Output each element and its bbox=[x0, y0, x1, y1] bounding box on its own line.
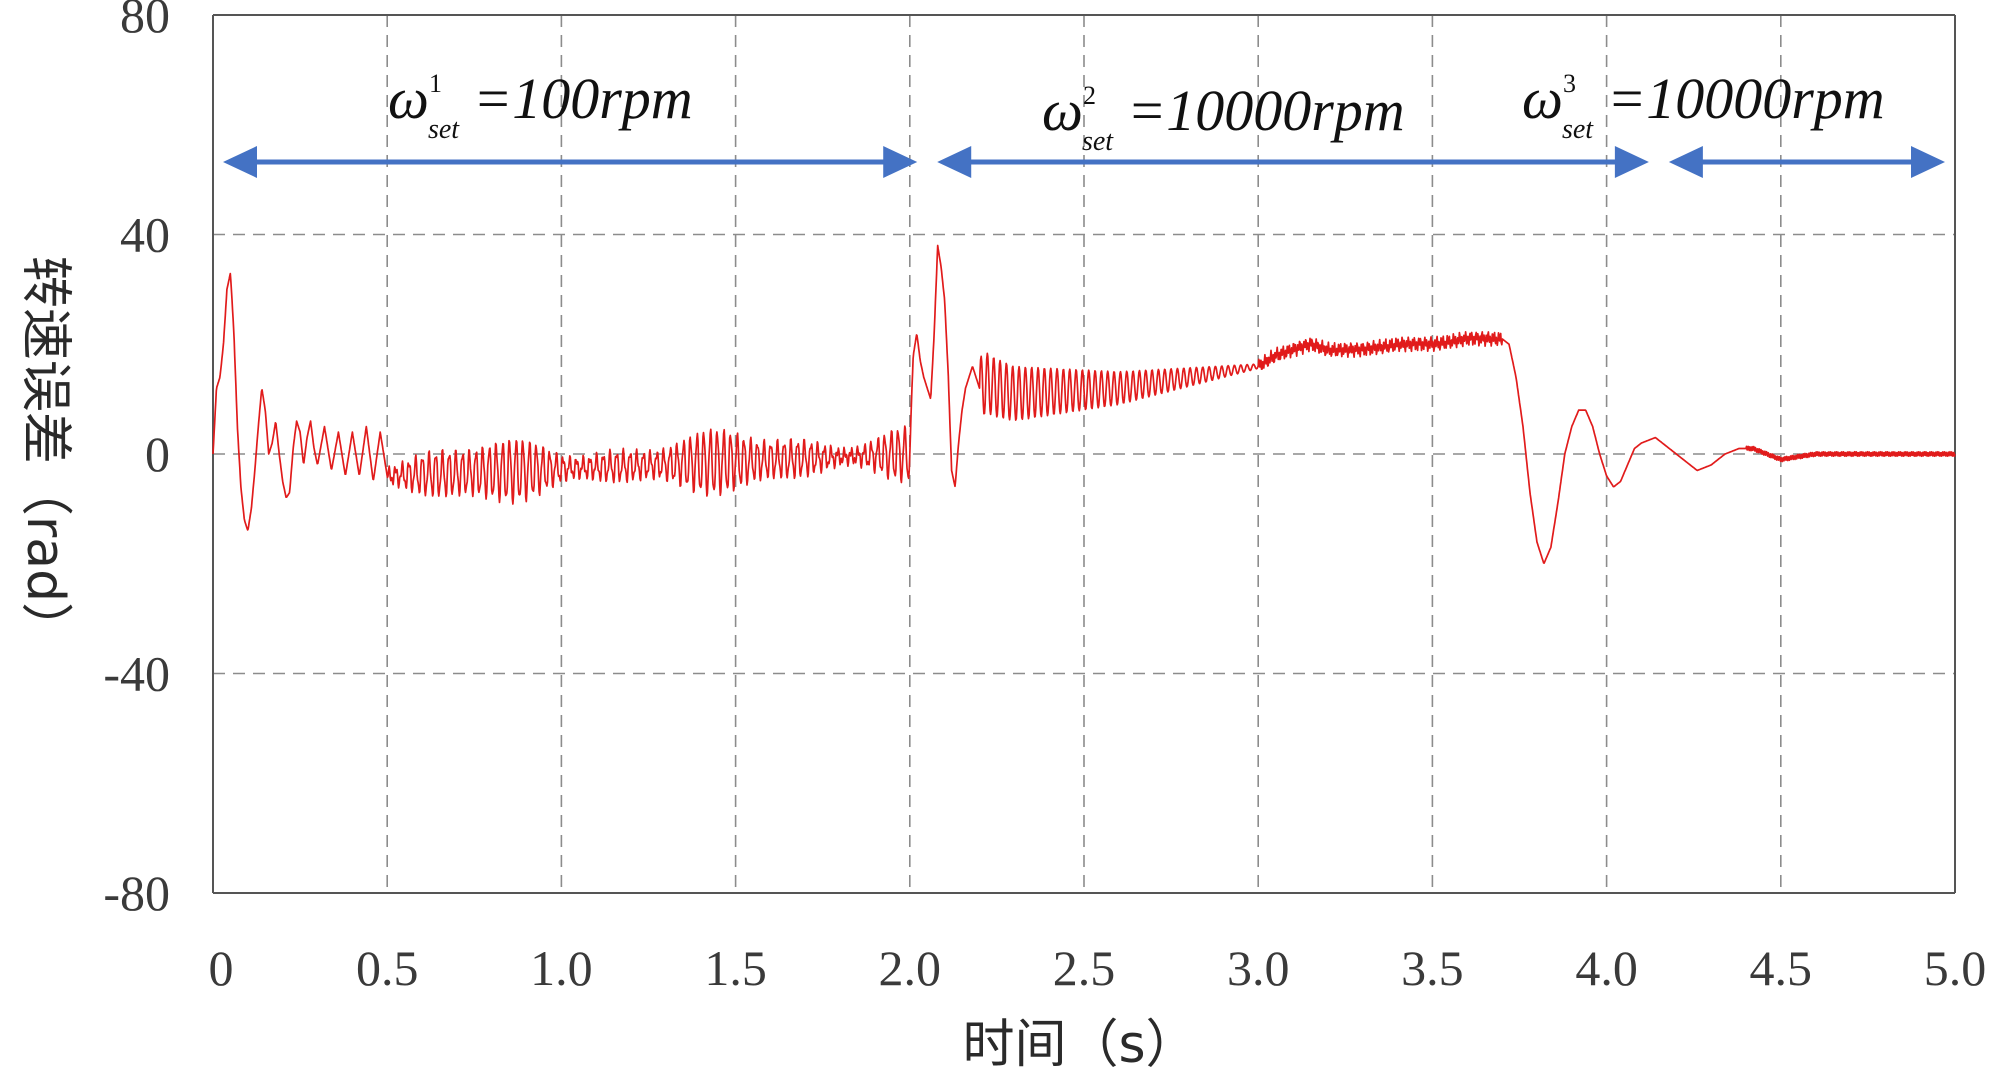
interval-arrow-head-right bbox=[883, 146, 918, 178]
x-tick-label: 0.5 bbox=[356, 940, 419, 996]
y-tick-label: 40 bbox=[120, 207, 170, 263]
y-axis-title: 转速误差（rad） bbox=[15, 256, 75, 654]
interval-arrow-head-left bbox=[223, 146, 257, 178]
x-tick-label: 4.5 bbox=[1750, 940, 1813, 996]
x-tick-label: 3.5 bbox=[1401, 940, 1464, 996]
y-tick-label: 80 bbox=[120, 0, 170, 43]
speed-interval-arrows bbox=[223, 146, 1945, 178]
series-layer bbox=[212, 244, 1956, 564]
x-tick-labels: 0 0.5 1.0 1.5 2.0 2.5 3.0 3.5 4.0 4.5 5.0 bbox=[209, 940, 1987, 996]
setpoint-label: ω2 set =10000rpm bbox=[1042, 78, 1405, 157]
x-tick-label: 4.0 bbox=[1575, 940, 1638, 996]
x-tick-label: 0 bbox=[209, 940, 234, 996]
speed-setpoint-annotations: ω1 set =100rpm ω2 set =10000rpm ω3 set =10000rpm bbox=[388, 66, 1885, 157]
interval-arrow-head-right bbox=[1614, 146, 1649, 178]
x-tick-label: 1.0 bbox=[530, 940, 593, 996]
x-tick-label: 5.0 bbox=[1924, 940, 1987, 996]
interval-arrow-head-left bbox=[1668, 146, 1703, 178]
x-axis-title: 时间（s） bbox=[962, 1015, 1197, 1074]
x-tick-label: 2.0 bbox=[879, 940, 942, 996]
x-tick-label: 3.0 bbox=[1227, 940, 1290, 996]
setpoint-label: ω1 set =100rpm bbox=[388, 66, 693, 145]
y-tick-label: -40 bbox=[103, 646, 170, 702]
y-tick-label: -80 bbox=[103, 865, 170, 921]
y-tick-label: 0 bbox=[145, 426, 170, 482]
x-tick-label: 2.5 bbox=[1053, 940, 1116, 996]
setpoint-label: ω3 set =10000rpm bbox=[1522, 66, 1885, 145]
interval-arrow-head-left bbox=[937, 146, 972, 178]
y-tick-labels: 80 40 0 -40 -80 bbox=[103, 0, 170, 921]
axes-frame bbox=[212, 14, 1956, 894]
speed-error-line bbox=[212, 244, 1956, 564]
interval-arrow-head-right bbox=[1911, 146, 1945, 178]
x-tick-label: 1.5 bbox=[704, 940, 767, 996]
